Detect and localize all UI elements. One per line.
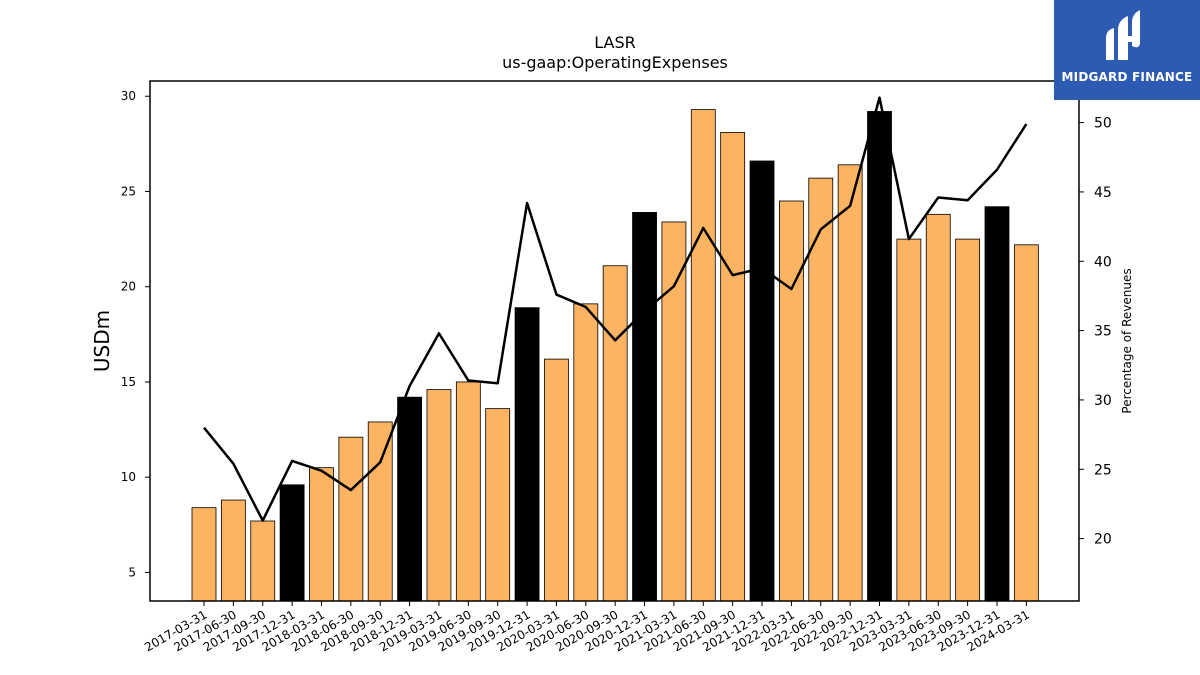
y2-tick-label: 20 — [1094, 532, 1112, 548]
bar-group — [191, 109, 1039, 602]
bar — [925, 213, 951, 602]
bar — [485, 408, 511, 602]
bar — [602, 265, 628, 602]
bar — [632, 212, 657, 602]
y2-tick-label: 40 — [1094, 254, 1112, 270]
bar — [279, 484, 305, 602]
bar — [397, 396, 422, 602]
bar — [749, 160, 775, 602]
bar — [720, 132, 746, 602]
chart-subtitle: us-gaap:OperatingExpenses — [502, 53, 728, 72]
bar — [514, 307, 540, 602]
series-line — [203, 96, 1028, 522]
bar — [544, 358, 569, 602]
y2-tick-label: 30 — [1094, 393, 1112, 409]
x-axis: 2017-03-312017-06-302017-09-302017-12-31… — [142, 601, 1032, 654]
y-axis-label: USDm — [90, 310, 114, 372]
y2-tick-label: 45 — [1094, 185, 1112, 201]
bar — [191, 507, 217, 602]
bar — [367, 421, 393, 602]
y2-tick-label: 25 — [1094, 462, 1112, 478]
y-tick-label: 25 — [121, 184, 136, 198]
bar — [955, 238, 981, 602]
bar — [250, 520, 276, 602]
bar — [455, 381, 481, 602]
bar — [984, 206, 1010, 602]
bar — [690, 109, 716, 602]
y-axis: 5 10 15 20 25 30 — [121, 89, 150, 579]
y-tick-label: 5 — [128, 565, 136, 579]
bar — [426, 389, 452, 602]
bar — [837, 164, 863, 602]
y2-tick-label: 35 — [1094, 324, 1112, 340]
y-tick-label: 10 — [121, 470, 136, 484]
brand-logo: MIDGARD FINANCE — [1054, 0, 1200, 100]
plot-frame — [149, 80, 1080, 602]
y2-axis-label: Percentage of Revenues — [1120, 268, 1134, 413]
bar — [1013, 244, 1039, 602]
y-tick-label: 30 — [121, 89, 136, 103]
bar — [867, 111, 892, 602]
bar — [896, 238, 922, 602]
chart-title: LASR — [594, 33, 636, 52]
logo-text: MIDGARD FINANCE — [1061, 70, 1193, 84]
bar — [779, 200, 804, 602]
bar — [573, 303, 599, 602]
bar — [220, 499, 246, 602]
bar — [309, 467, 334, 602]
line-group — [203, 96, 1028, 522]
y-tick-label: 20 — [121, 280, 136, 294]
logo-mark-icon — [1106, 10, 1140, 60]
bar — [338, 436, 364, 602]
y2-axis: 20 25 30 35 40 45 50 — [1079, 116, 1112, 548]
bar — [808, 177, 834, 602]
bar — [661, 221, 687, 602]
y-tick-label: 15 — [121, 375, 136, 389]
y2-tick-label: 50 — [1094, 116, 1112, 132]
